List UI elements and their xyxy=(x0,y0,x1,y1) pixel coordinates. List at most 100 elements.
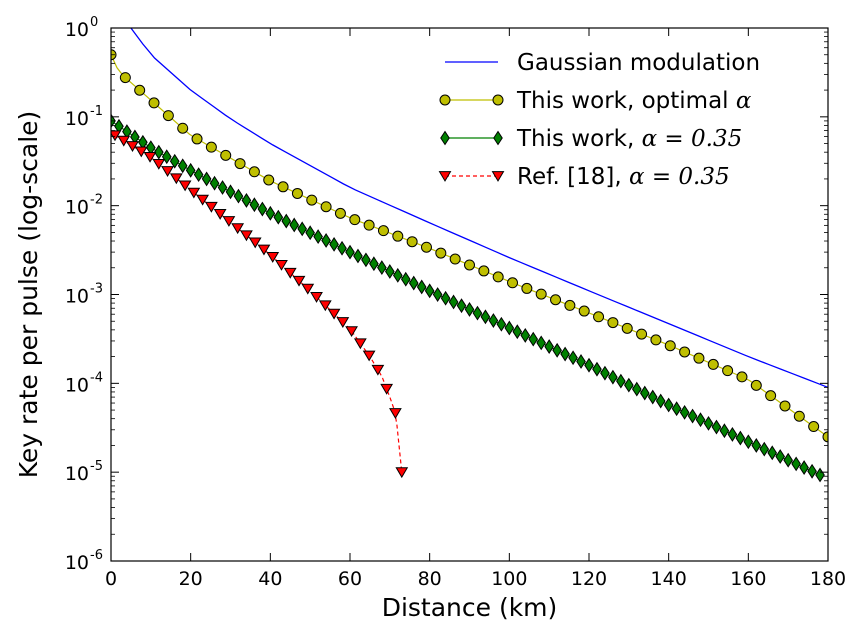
y-tick-base: 10 xyxy=(65,552,89,574)
data-point xyxy=(220,149,232,161)
data-point xyxy=(126,141,139,152)
data-point xyxy=(248,237,262,249)
legend-entry: Ref. [18], α = 0.35 xyxy=(438,164,730,190)
data-point xyxy=(209,175,220,191)
data-point xyxy=(361,252,371,268)
legend-marker-end xyxy=(493,130,503,146)
x-tick-label: 60 xyxy=(338,568,362,590)
data-point xyxy=(496,316,507,332)
data-point xyxy=(650,334,662,346)
data-point xyxy=(222,216,236,227)
data-point xyxy=(185,162,196,178)
data-point xyxy=(480,309,491,325)
data-point xyxy=(722,365,734,377)
legend-entry: This work, α = 0.35 xyxy=(440,126,743,152)
data-point xyxy=(329,236,339,252)
y-tick-label: 10 -1 xyxy=(65,104,103,130)
legend-marker-start xyxy=(440,130,450,146)
data-point xyxy=(693,352,705,364)
data-point xyxy=(349,214,361,226)
data-point xyxy=(283,267,297,279)
data-point xyxy=(520,327,531,343)
legend-marker-start xyxy=(439,94,451,106)
data-point xyxy=(117,135,131,147)
legend-marker-end xyxy=(492,94,504,106)
legend-label-math: α xyxy=(736,88,752,114)
data-point xyxy=(380,383,394,395)
data-point xyxy=(671,401,682,417)
legend-label-text: Ref. [18], xyxy=(517,164,629,190)
data-point xyxy=(225,184,236,200)
data-point xyxy=(234,158,246,170)
data-point xyxy=(647,389,658,405)
series-layer xyxy=(111,28,828,483)
data-point xyxy=(807,463,817,479)
y-tick-exp: -5 xyxy=(90,459,103,474)
data-point xyxy=(320,201,332,213)
y-tick-label: 10 -6 xyxy=(65,548,103,574)
data-point xyxy=(560,346,570,362)
series-3 xyxy=(111,130,409,479)
x-axis-label: Distance (km) xyxy=(382,593,558,622)
data-point xyxy=(707,358,719,370)
data-point xyxy=(727,426,738,442)
data-point xyxy=(334,207,346,219)
data-point xyxy=(751,438,762,453)
data-point xyxy=(664,340,676,352)
data-point xyxy=(616,373,626,389)
series-0 xyxy=(130,28,828,389)
data-point xyxy=(544,339,554,355)
data-point xyxy=(775,449,786,464)
legend-label-text: Gaussian modulation xyxy=(517,50,760,76)
data-point xyxy=(257,244,271,256)
data-point xyxy=(289,217,300,233)
data-point xyxy=(301,283,315,295)
legend-marker-start xyxy=(438,171,452,182)
legend-label-math: α = 0.35 xyxy=(629,164,730,190)
data-point xyxy=(363,219,375,231)
legend-label-text: This work, optimal xyxy=(516,88,736,114)
data-point xyxy=(736,371,748,383)
data-point xyxy=(449,253,461,265)
data-point xyxy=(205,141,217,153)
data-point xyxy=(345,326,358,338)
data-point xyxy=(217,180,228,195)
y-tick-base: 10 xyxy=(65,286,89,308)
data-point xyxy=(507,277,519,289)
data-point xyxy=(240,230,253,242)
data-point xyxy=(377,260,387,276)
data-point xyxy=(472,305,483,321)
data-point xyxy=(592,361,602,377)
series-1 xyxy=(111,49,828,443)
data-point xyxy=(552,342,562,358)
data-point xyxy=(783,452,793,468)
data-point xyxy=(263,174,275,186)
x-tick-label: 140 xyxy=(651,568,687,590)
data-point xyxy=(273,209,284,225)
data-point xyxy=(336,317,350,328)
data-point xyxy=(492,271,504,283)
data-point xyxy=(464,301,475,317)
data-point xyxy=(143,151,157,163)
y-tick-base: 10 xyxy=(65,463,89,485)
data-point xyxy=(377,225,389,237)
data-point xyxy=(249,197,260,213)
data-point xyxy=(435,247,447,259)
legend: Gaussian modulation This work, optimal αT… xyxy=(438,50,760,190)
data-point xyxy=(177,158,188,174)
data-point xyxy=(371,364,385,376)
series-line xyxy=(130,28,828,389)
data-point xyxy=(440,290,451,306)
x-tick-label: 180 xyxy=(810,568,846,590)
y-tick-base: 10 xyxy=(65,108,89,130)
data-point xyxy=(488,313,499,328)
data-point xyxy=(169,173,183,185)
data-point xyxy=(310,292,323,303)
y-tick-exp: -2 xyxy=(90,193,103,208)
legend-label-math: α = 0.35 xyxy=(642,126,743,152)
data-point xyxy=(205,201,218,213)
data-point xyxy=(257,201,268,217)
data-point xyxy=(169,153,180,169)
